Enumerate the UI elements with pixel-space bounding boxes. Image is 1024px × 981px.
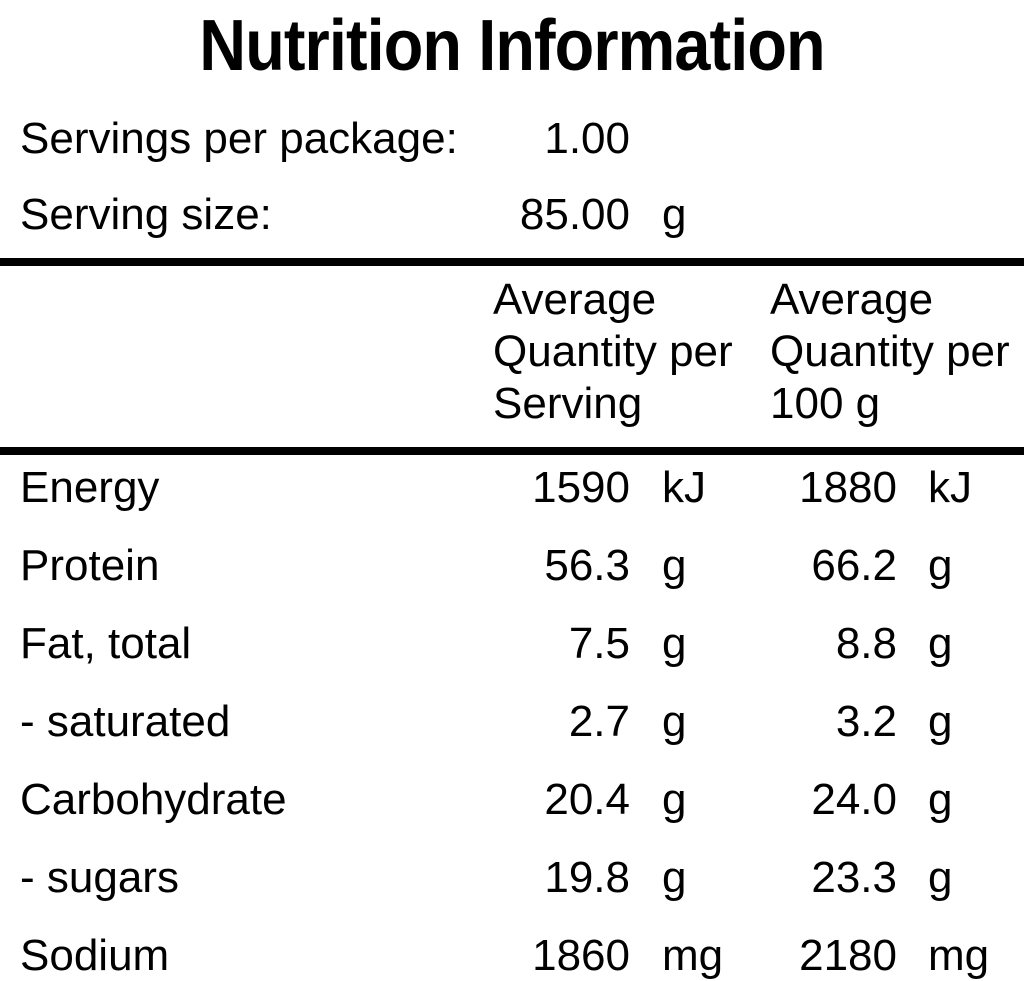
nutrient-label: - saturated xyxy=(20,697,231,746)
serving-size-row: Serving size: 85.00 g xyxy=(0,190,1024,240)
top-divider-rule xyxy=(0,258,1024,266)
nutrient-label: Fat, total xyxy=(20,619,192,668)
per-100g-column-header: Average Quantity per 100 g xyxy=(770,275,1010,428)
per-serving-unit: g xyxy=(662,619,687,668)
table-row-protein: Protein 56.3 g 66.2 g xyxy=(0,527,1024,605)
serving-size-unit: g xyxy=(662,190,687,239)
per-100g-value: 66.2 xyxy=(811,541,897,590)
per-100g-unit: g xyxy=(928,697,953,746)
per-100g-unit: g xyxy=(928,853,953,902)
nutrient-label: Sodium xyxy=(20,931,170,980)
nutrient-label: - sugars xyxy=(20,853,179,902)
header-divider-rule xyxy=(0,447,1024,455)
per-serving-value: 56.3 xyxy=(544,541,630,590)
per-100g-unit: kJ xyxy=(928,463,972,512)
per-100g-unit: mg xyxy=(928,931,990,980)
per-serving-value: 1860 xyxy=(532,931,630,980)
per-serving-unit: g xyxy=(662,853,687,902)
per-100g-value: 23.3 xyxy=(811,853,897,902)
per-100g-value: 8.8 xyxy=(835,619,897,668)
serving-size-value: 85.00 xyxy=(519,190,630,239)
table-row-sugars: - sugars 19.8 g 23.3 g xyxy=(0,839,1024,917)
per-100g-value: 3.2 xyxy=(835,697,897,746)
nutrient-label: Carbohydrate xyxy=(20,775,287,824)
per-serving-value: 7.5 xyxy=(568,619,630,668)
serving-size-label: Serving size: xyxy=(20,190,272,239)
table-row-sodium: Sodium 1860 mg 2180 mg xyxy=(0,917,1024,981)
table-row-carbohydrate: Carbohydrate 20.4 g 24.0 g xyxy=(0,761,1024,839)
nutrient-label: Protein xyxy=(20,541,160,590)
column-headers-row: Average Quantity per Serving Average Qua… xyxy=(0,274,1024,430)
table-row-saturated-fat: - saturated 2.7 g 3.2 g xyxy=(0,683,1024,761)
per-100g-unit: g xyxy=(928,619,953,668)
per-serving-value: 2.7 xyxy=(568,697,630,746)
per-100g-unit: g xyxy=(928,541,953,590)
empty-header-cell xyxy=(0,274,470,430)
nutrient-table-body: Energy 1590 kJ 1880 kJ Protein 56.3 g 66… xyxy=(0,449,1024,981)
per-100g-value: 1880 xyxy=(799,463,897,512)
per-serving-column-header: Average Quantity per Serving xyxy=(493,275,733,428)
per-serving-unit: g xyxy=(662,541,687,590)
per-serving-unit: kJ xyxy=(662,463,706,512)
per-serving-unit: g xyxy=(662,775,687,824)
servings-per-package-row: Servings per package: 1.00 xyxy=(0,114,1024,164)
per-serving-value: 1590 xyxy=(532,463,630,512)
per-100g-unit: g xyxy=(928,775,953,824)
per-serving-unit: mg xyxy=(662,931,724,980)
per-serving-value: 20.4 xyxy=(544,775,630,824)
per-serving-value: 19.8 xyxy=(544,853,630,902)
per-serving-unit: g xyxy=(662,697,687,746)
page-title: Nutrition Information xyxy=(199,6,825,86)
servings-per-package-value: 1.00 xyxy=(544,114,630,163)
nutrient-label: Energy xyxy=(20,463,160,512)
servings-per-package-label: Servings per package: xyxy=(20,114,458,163)
per-100g-value: 24.0 xyxy=(811,775,897,824)
table-row-fat-total: Fat, total 7.5 g 8.8 g xyxy=(0,605,1024,683)
per-100g-value: 2180 xyxy=(799,931,897,980)
table-row-energy: Energy 1590 kJ 1880 kJ xyxy=(0,449,1024,527)
